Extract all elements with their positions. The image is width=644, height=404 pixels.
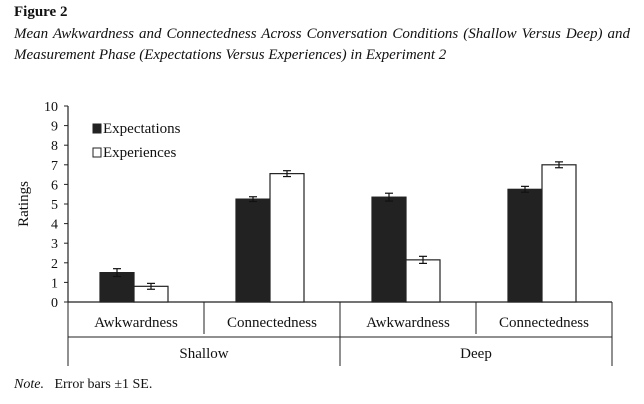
y-tick-label: 2 <box>51 257 58 272</box>
figure-label: Figure 2 <box>14 4 68 20</box>
y-tick-label: 10 <box>44 100 58 115</box>
figure-note: Note. Error bars ±1 SE. <box>14 377 630 393</box>
bar-experiences <box>405 259 441 303</box>
legend-label: Expectations <box>103 121 181 137</box>
bar-expectations <box>99 272 135 303</box>
group-label: Deep <box>460 346 492 362</box>
y-tick-label: 4 <box>51 218 58 233</box>
group-label: Shallow <box>179 346 228 362</box>
legend-label: Experiences <box>103 145 176 161</box>
bar-expectations <box>235 198 271 303</box>
y-tick-label: 0 <box>51 296 58 311</box>
bar-expectations <box>507 188 543 303</box>
bar-experiences <box>269 173 305 303</box>
note-text: Error bars ±1 SE. <box>54 377 153 392</box>
y-tick-label: 9 <box>51 120 58 135</box>
y-axis-label: Ratings <box>16 181 32 227</box>
y-tick-label: 7 <box>51 159 58 174</box>
category-label: Connectedness <box>227 315 317 331</box>
y-tick-label: 8 <box>51 139 58 154</box>
bar-expectations <box>371 196 407 303</box>
category-label: Connectedness <box>499 315 589 331</box>
y-tick-label: 6 <box>51 178 58 193</box>
y-tick-label: 1 <box>51 276 58 291</box>
legend-swatch-experiences <box>92 147 102 158</box>
y-tick-label: 3 <box>51 237 58 252</box>
category-label: Awkwardness <box>94 315 178 331</box>
note-label: Note. <box>14 377 44 392</box>
category-label: Awkwardness <box>366 315 450 331</box>
y-tick-label: 5 <box>51 198 58 213</box>
legend-swatch-expectations <box>92 123 102 134</box>
bar-experiences <box>541 164 577 303</box>
figure-title: Mean Awkwardness and Connectedness Acros… <box>14 26 630 63</box>
